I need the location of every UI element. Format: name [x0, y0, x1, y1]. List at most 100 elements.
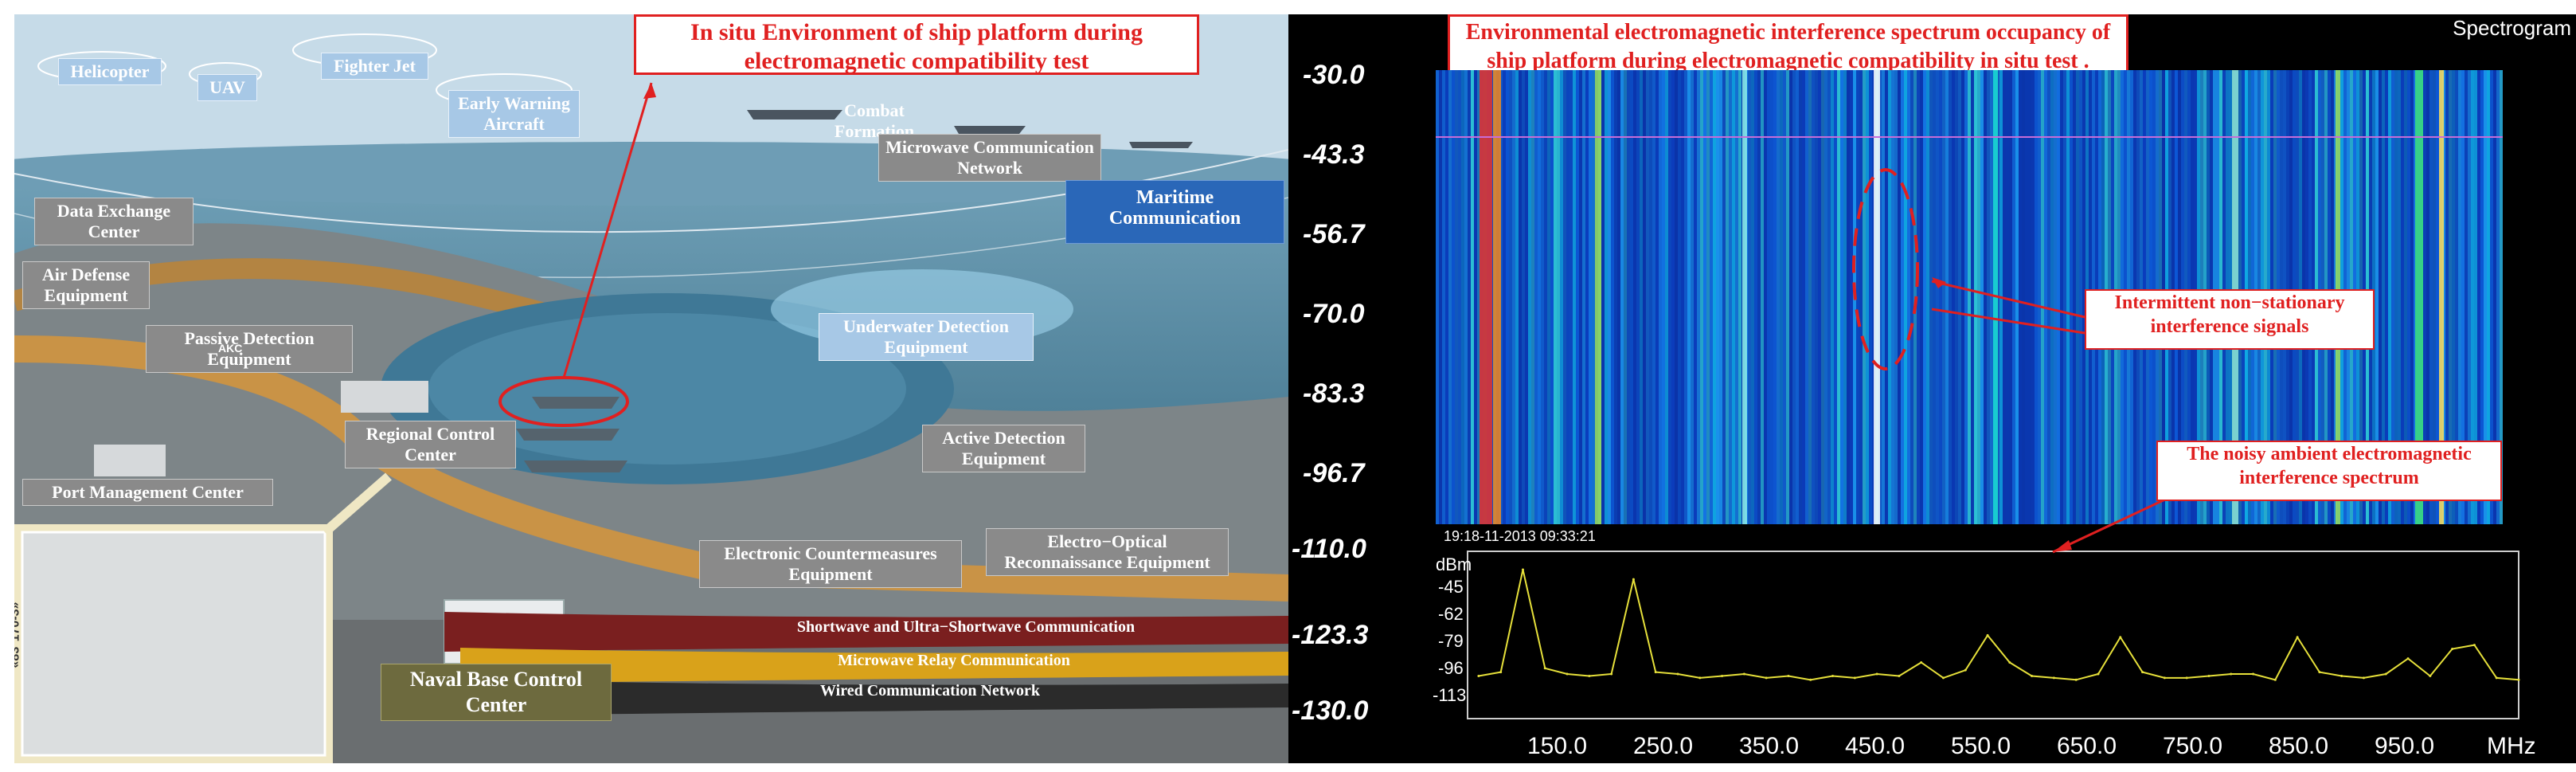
waterfall-column: [1853, 70, 1856, 524]
waterfall-column: [1671, 70, 1675, 524]
waterfall-column: [1522, 70, 1525, 524]
waterfall-column: [2025, 70, 2028, 524]
trace-point: [1676, 672, 1679, 676]
waterfall-column: [1519, 70, 1522, 524]
label-fighter-jet: Fighter Jet: [321, 53, 428, 80]
band-wired: Wired Communication Network: [820, 682, 1040, 700]
waterfall-column: [1525, 70, 1528, 524]
trace-point: [1875, 672, 1878, 676]
waterfall-column: [1528, 70, 1531, 524]
trace-point: [2318, 671, 2321, 674]
waterfall-column: [1697, 70, 1700, 524]
left-title: In situ Environment of ship platform dur…: [634, 14, 1199, 75]
waterfall-column: [1442, 70, 1445, 524]
band-microwave-relay: Microwave Relay Communication: [838, 652, 1070, 669]
spectrogram-corner-label: Spectrogram: [2453, 16, 2571, 40]
label-early-warning-aircraft: Early Warning Aircraft: [448, 90, 580, 138]
waterfall-column: [1796, 70, 1799, 524]
trace-point: [2273, 678, 2277, 681]
waterfall-column: [1515, 70, 1519, 524]
right-title: Environmental electromagnetic interferen…: [1448, 14, 2128, 76]
waterfall-column: [1837, 70, 1840, 524]
trace-point: [1831, 674, 1835, 677]
waterfall-column: [2019, 70, 2022, 524]
waterfall-column: [1700, 70, 1703, 524]
label-passive-detection: Passive Detection Equipment: [146, 325, 353, 373]
waterfall-column: [1675, 70, 1678, 524]
inset-building-sign: «83°170-3»: [14, 602, 22, 668]
waterfall-column: [1617, 70, 1620, 524]
waterfall-column: [2465, 70, 2468, 524]
waterfall-column: [1668, 70, 1671, 524]
waterfall-column: [2066, 70, 2070, 524]
waterfall-column: [1655, 70, 1659, 524]
waterfall-column: [1576, 70, 1579, 524]
waterfall-column: [1840, 70, 1843, 524]
waterfall-signal-band: [2439, 70, 2444, 524]
waterfall-column: [1605, 70, 1608, 524]
label-akc: AKC: [218, 342, 243, 355]
waterfall-column: [1691, 70, 1694, 524]
waterfall-column: [1910, 70, 1913, 524]
trace-point: [2451, 647, 2454, 650]
waterfall-column: [2003, 70, 2006, 524]
timestamp: 19:18-11-2013 09:33:21: [1444, 528, 1596, 544]
waterfall-column: [1824, 70, 1827, 524]
waterfall-column: [2035, 70, 2038, 524]
waterfall-column: [2433, 70, 2436, 524]
waterfall-column: [2410, 70, 2414, 524]
trace-point: [2207, 674, 2211, 677]
waterfall-column: [1847, 70, 1850, 524]
waterfall-column: [1439, 70, 1442, 524]
waterfall-column: [1722, 70, 1726, 524]
waterfall-column: [1780, 70, 1783, 524]
waterfall-column: [2458, 70, 2461, 524]
waterfall-column: [2480, 70, 2484, 524]
waterfall-column: [1636, 70, 1640, 524]
label-data-exchange-center: Data Exchange Center: [34, 198, 193, 245]
waterfall-column: [1474, 70, 1477, 524]
waterfall-signal-band: [1480, 70, 1492, 524]
trace-point: [2141, 671, 2144, 674]
x-tick-label: 650.0: [2057, 733, 2117, 759]
trace-point: [1898, 674, 1901, 677]
trace-series-line: [1478, 569, 2519, 681]
x-tick-label: 250.0: [1633, 733, 1694, 759]
waterfall-signal-band: [1493, 70, 1501, 524]
waterfall-column: [1926, 70, 1929, 524]
waterfall-column: [1560, 70, 1563, 524]
y-tick-label: -30.0: [1303, 60, 1365, 90]
x-unit-label: MHz: [2487, 733, 2536, 759]
trace-point: [2384, 672, 2387, 676]
waterfall-column: [2394, 70, 2398, 524]
waterfall-column: [1936, 70, 1939, 524]
waterfall-column: [1579, 70, 1582, 524]
waterfall-column: [1665, 70, 1668, 524]
annotation-intermittent: Intermittent non−stationary interference…: [2085, 289, 2375, 350]
label-air-defense-equipment: Air Defense Equipment: [22, 261, 150, 309]
waterfall-column: [2468, 70, 2471, 524]
trace-point: [2340, 674, 2343, 677]
trace-point: [2495, 676, 2498, 680]
waterfall-column: [2028, 70, 2031, 524]
waterfall-column: [1506, 70, 1509, 524]
x-tick-label: 450.0: [1845, 733, 1906, 759]
waterfall-column: [1703, 70, 1706, 524]
waterfall-column: [1735, 70, 1738, 524]
waterfall-column: [1821, 70, 1824, 524]
waterfall-column: [1468, 70, 1471, 524]
trace-point: [1986, 634, 1989, 637]
waterfall-column: [1582, 70, 1585, 524]
waterfall-column: [2477, 70, 2480, 524]
label-port-management-center: Port Management Center: [22, 479, 273, 506]
waterfall-column: [2455, 70, 2458, 524]
waterfall-column: [1904, 70, 1907, 524]
waterfall-column: [1716, 70, 1719, 524]
waterfall-column: [2461, 70, 2465, 524]
power-tick-label: -96: [1438, 658, 1464, 678]
trace-point: [1809, 678, 1812, 681]
label-ecm-equipment: Electronic Countermeasures Equipment: [699, 540, 962, 588]
trace-point: [2252, 672, 2255, 676]
trace-point: [2517, 678, 2520, 681]
waterfall-column: [1792, 70, 1796, 524]
